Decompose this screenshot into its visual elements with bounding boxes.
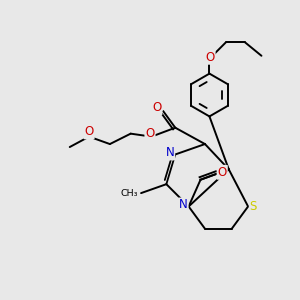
Text: S: S — [250, 200, 257, 213]
Text: O: O — [218, 166, 227, 179]
Text: O: O — [146, 127, 154, 140]
Text: N: N — [179, 199, 188, 212]
Text: CH₃: CH₃ — [121, 189, 138, 198]
Text: O: O — [152, 101, 161, 114]
Text: O: O — [84, 125, 94, 138]
Text: O: O — [206, 51, 215, 64]
Text: N: N — [166, 146, 174, 160]
